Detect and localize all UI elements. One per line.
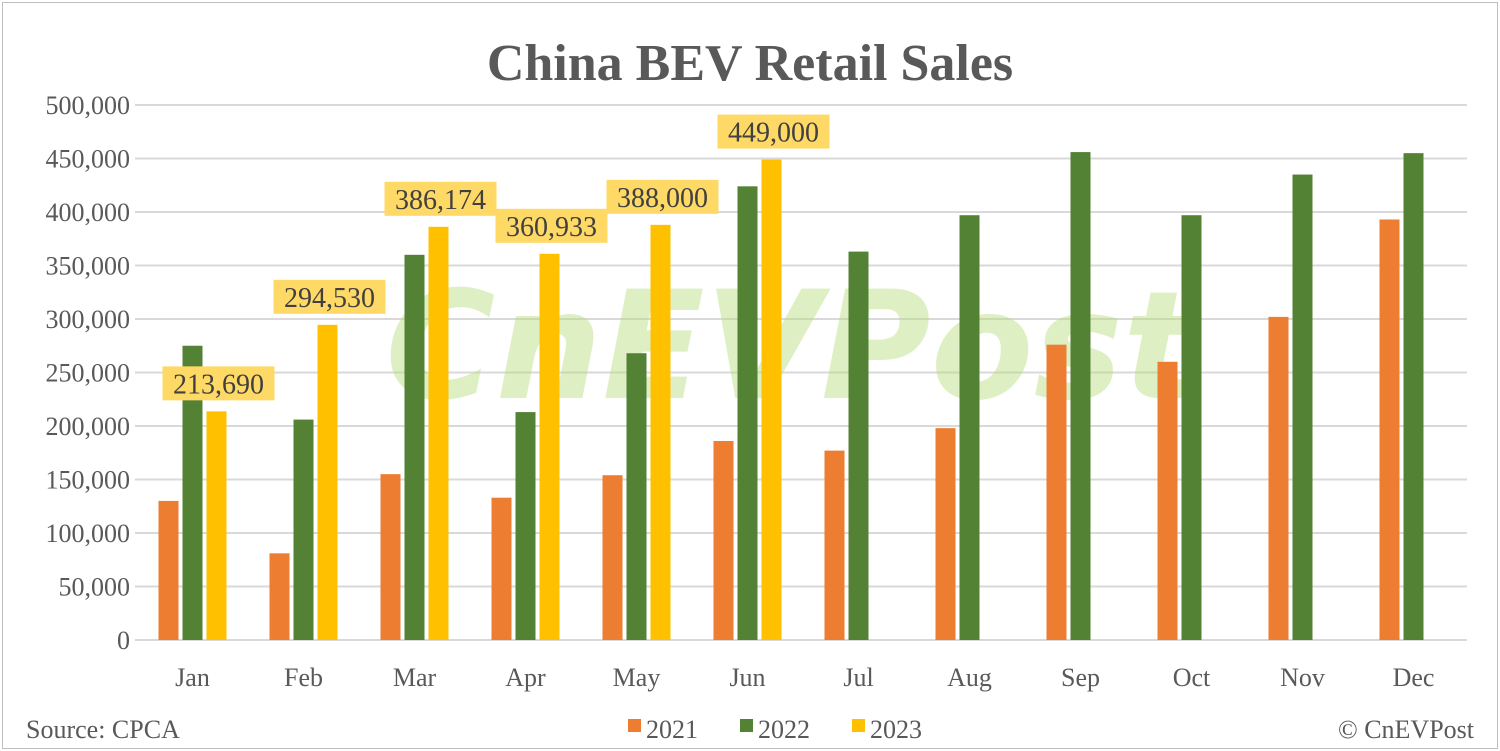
- x-axis-ticks: Jan Feb Mar Apr May Jun Jul Aug Sep Oct Nov Dec: [175, 663, 1434, 692]
- y-tick-label: 50,000: [59, 573, 131, 602]
- data-label: 360,933: [506, 212, 597, 243]
- bar-2023-Jun: [761, 159, 782, 640]
- y-tick-label: 100,000: [46, 519, 131, 548]
- x-tick-label: Dec: [1393, 663, 1435, 692]
- bar-2022-Jan: [182, 345, 203, 640]
- data-label-box: [384, 181, 497, 216]
- bar-2021-Aug: [935, 428, 956, 640]
- bar-2023-Apr: [539, 253, 560, 640]
- bar-2022-May: [626, 353, 647, 640]
- y-tick-label: 300,000: [46, 305, 131, 334]
- source-note: Source: CPCA: [26, 715, 180, 744]
- bar-2023-Mar: [428, 226, 449, 640]
- data-label: 386,174: [395, 185, 486, 216]
- x-tick-label: Feb: [284, 663, 323, 692]
- bar-2021-Apr: [491, 497, 512, 640]
- bar-2022-Jul: [848, 251, 869, 640]
- legend: 2021 2022 2023: [628, 715, 922, 744]
- bar-2021-Sep: [1046, 344, 1067, 640]
- data-label: 213,690: [173, 369, 264, 400]
- data-labels: 213,690 294,530 386,174 360,933 388,000 449,0…: [162, 114, 830, 401]
- legend-label-2021: 2021: [646, 715, 698, 744]
- bar-2021-Jan: [158, 500, 179, 640]
- bar-2022-Aug: [959, 215, 980, 640]
- chart-title: China BEV Retail Sales: [487, 35, 1013, 92]
- data-label-box: [273, 279, 386, 314]
- bar-2023-Feb: [317, 324, 338, 640]
- y-tick-label: 350,000: [46, 252, 131, 281]
- data-label: 294,530: [284, 283, 375, 314]
- bar-2022-Oct: [1181, 215, 1202, 640]
- x-tick-label: Jul: [843, 663, 873, 692]
- y-tick-label: 150,000: [46, 466, 131, 495]
- x-tick-label: Jun: [729, 663, 765, 692]
- data-label: 449,000: [728, 118, 819, 149]
- gridlines: [135, 104, 1467, 641]
- bar-2021-Oct: [1157, 361, 1178, 640]
- data-label-box: [606, 179, 719, 214]
- bar-2022-Apr: [515, 412, 536, 640]
- bar-2023-Jan: [206, 411, 227, 640]
- x-tick-label: Jan: [175, 663, 210, 692]
- bar-2021-Mar: [380, 474, 401, 640]
- data-label: 388,000: [617, 183, 708, 214]
- bar-2021-Jul: [824, 450, 845, 640]
- x-tick-label: May: [613, 663, 661, 692]
- y-tick-label: 200,000: [46, 412, 131, 441]
- bar-2021-Nov: [1268, 316, 1289, 640]
- bar-2022-Jun: [737, 186, 758, 640]
- legend-label-2022: 2022: [758, 715, 810, 744]
- x-tick-label: Oct: [1173, 663, 1211, 692]
- y-tick-label: 250,000: [46, 359, 131, 388]
- y-tick-label: 450,000: [46, 145, 131, 174]
- bar-2022-Dec: [1403, 153, 1424, 640]
- y-tick-label: 500,000: [46, 91, 131, 120]
- x-tick-label: Aug: [947, 663, 992, 692]
- data-label-box: [495, 208, 608, 243]
- bars: [158, 152, 1424, 641]
- copyright-note: © CnEVPost: [1338, 715, 1475, 744]
- bar-2021-Dec: [1379, 219, 1400, 641]
- bar-2022-Nov: [1292, 174, 1313, 641]
- bar-2021-Jun: [713, 440, 734, 640]
- bar-2022-Sep: [1070, 152, 1091, 640]
- x-tick-label: Mar: [393, 663, 437, 692]
- legend-label-2023: 2023: [870, 715, 922, 744]
- y-tick-label: 0: [117, 626, 130, 655]
- data-label-box: [162, 366, 275, 401]
- x-tick-label: Sep: [1061, 663, 1100, 692]
- legend-swatch-2023: [852, 719, 865, 732]
- bar-2022-Mar: [404, 254, 425, 641]
- legend-swatch-2022: [740, 719, 753, 732]
- bar-2023-May: [650, 224, 671, 640]
- y-tick-label: 400,000: [46, 198, 131, 227]
- legend-swatch-2021: [628, 719, 641, 732]
- data-label-box: [717, 114, 830, 149]
- bar-2021-Feb: [269, 553, 290, 640]
- bar-2021-May: [602, 475, 623, 640]
- x-tick-label: Nov: [1280, 663, 1325, 692]
- bar-2022-Feb: [293, 419, 314, 640]
- y-axis-ticks: 0 50,000 100,000 150,000 200,000 250,000 300,0…: [46, 91, 131, 655]
- x-tick-label: Apr: [505, 663, 546, 692]
